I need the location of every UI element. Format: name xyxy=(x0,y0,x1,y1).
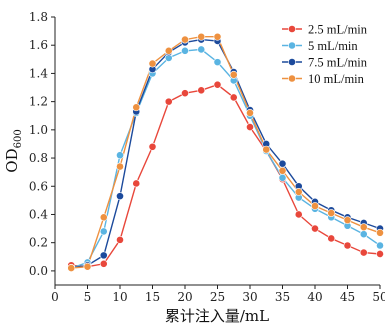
series-1-point xyxy=(327,234,336,243)
series-1-point xyxy=(294,210,303,219)
y-tick-label: 1.6 xyxy=(29,38,48,52)
legend-marker xyxy=(288,58,296,66)
series-4-point xyxy=(67,264,76,272)
series-3-point xyxy=(116,192,124,201)
axes: 0 5 10 15 20 25 30 35 40 45 50 0.0 0.2 0.4 0.6 0.8 1.0 1.… xyxy=(29,10,385,304)
series-4-point xyxy=(213,32,222,41)
series-2-point xyxy=(213,58,222,67)
x-tick-label: 5 xyxy=(84,290,92,304)
y-tick-label: 1.4 xyxy=(29,66,48,80)
y-tick-label: 1.0 xyxy=(29,123,48,137)
series-2-point xyxy=(278,173,287,182)
x-tick-label: 10 xyxy=(112,290,127,304)
legend-label: 7.5 mL/min xyxy=(308,56,368,70)
series-4-point xyxy=(164,46,173,55)
series-4-point xyxy=(262,145,271,154)
legend-label: 2.5 mL/min xyxy=(308,23,368,37)
x-tick-label: 40 xyxy=(307,290,322,304)
x-tick-label: 45 xyxy=(340,290,355,304)
legend-label: 5 mL/min xyxy=(308,39,358,53)
series-4-point xyxy=(83,262,92,271)
legend-marker xyxy=(288,25,296,33)
y-tick-label: 0.6 xyxy=(29,179,48,193)
series-1-point xyxy=(116,235,124,244)
y-tick-label: 1.8 xyxy=(29,10,48,24)
series-4-point xyxy=(246,109,254,117)
x-axis-title: 累计注入量/mL xyxy=(165,307,269,325)
series-4-point xyxy=(229,70,238,79)
series-1-point xyxy=(343,241,352,250)
series-4-point xyxy=(311,202,319,210)
legend-label: 10 mL/min xyxy=(308,72,365,86)
series-4-point xyxy=(197,32,206,41)
series-4-point xyxy=(327,209,336,217)
plot-marks xyxy=(67,32,384,272)
series-1-point xyxy=(229,93,238,102)
series-2-point xyxy=(116,151,124,160)
y-axis-title: OD600 xyxy=(3,129,24,172)
series-4-point xyxy=(294,188,303,196)
y-tick-label: 0.4 xyxy=(29,207,48,221)
series-2-point xyxy=(181,46,189,55)
x-tick-label: 35 xyxy=(275,290,290,304)
series-4-point xyxy=(116,162,124,171)
series-3-point xyxy=(278,159,287,168)
series-4-point xyxy=(376,228,384,237)
series-1-point xyxy=(311,224,319,233)
series-4-point xyxy=(359,223,368,232)
series-1-point xyxy=(376,250,384,258)
series-1-point xyxy=(181,89,189,98)
x-tick-label: 0 xyxy=(51,290,59,304)
y-axis-title-main: OD xyxy=(3,148,21,172)
series-4-point xyxy=(181,35,189,44)
series-4-point xyxy=(343,216,352,225)
series-4-point xyxy=(132,103,141,112)
legend: 2.5 mL/min 5 mL/min 7.5 mL/min 10 mL/min xyxy=(282,23,368,86)
series-1-point xyxy=(99,259,108,268)
series-3-point xyxy=(99,251,108,260)
y-tick-label: 1.2 xyxy=(29,95,48,109)
series-2-point xyxy=(359,230,368,239)
series-2-point xyxy=(99,227,108,236)
series-1-point xyxy=(213,80,222,89)
series-4-point xyxy=(278,166,287,175)
x-tick-label: 20 xyxy=(177,290,192,304)
series-1-point xyxy=(132,179,141,188)
y-tick-label: 0.2 xyxy=(29,236,48,250)
series-4-point xyxy=(148,59,157,68)
x-tick-label: 25 xyxy=(210,290,225,304)
series-1-point xyxy=(246,123,254,131)
legend-marker xyxy=(288,74,296,83)
legend-marker xyxy=(288,41,296,50)
series-1-point xyxy=(148,142,157,151)
y-tick-label: 0.0 xyxy=(29,264,48,278)
series-2-point xyxy=(197,45,206,54)
y-axis-title-subscript: 600 xyxy=(13,129,24,148)
x-tick-label: 30 xyxy=(242,290,257,304)
series-1-point xyxy=(197,86,206,95)
x-tick-label: 15 xyxy=(145,290,160,304)
series-1-point xyxy=(359,248,368,257)
series-1-point xyxy=(164,97,173,106)
series-2-point xyxy=(376,241,384,250)
x-tick-label: 50 xyxy=(372,290,385,304)
series-4-point xyxy=(99,213,108,222)
y-tick-label: 0.8 xyxy=(29,151,48,165)
